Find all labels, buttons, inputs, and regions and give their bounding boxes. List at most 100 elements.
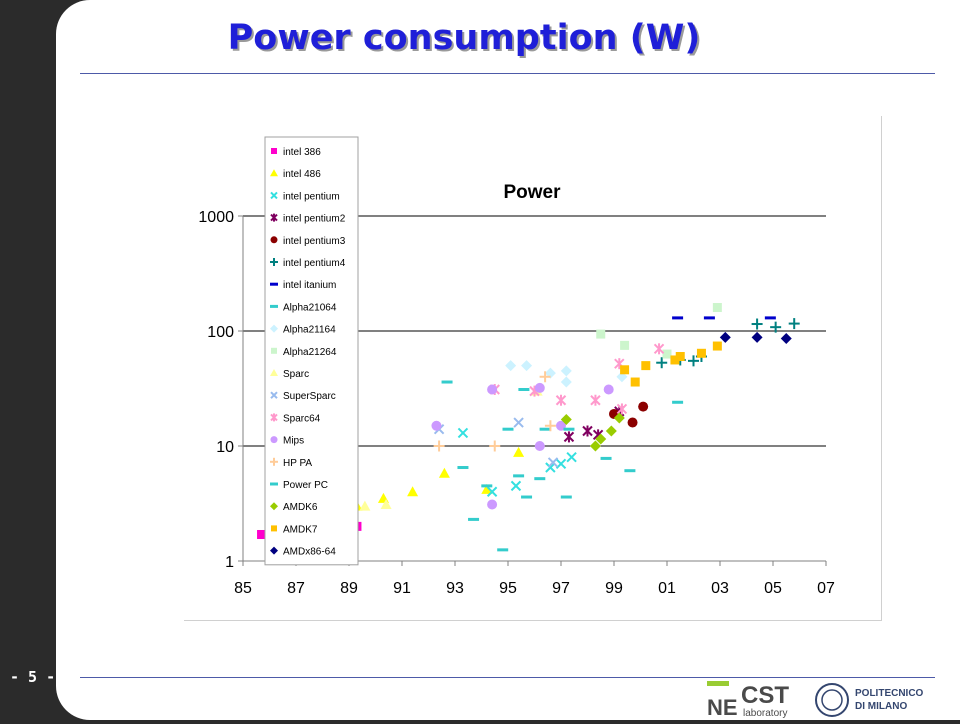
series-14 [433,371,556,452]
point-5-0 [656,357,668,369]
series-8 [505,360,628,388]
legend-label-13: Mips [283,436,304,447]
point-17-5 [696,348,706,358]
necst-logo: NE CST laboratory [705,679,805,720]
point-9-1 [620,340,630,350]
series-4 [609,401,649,428]
x-tick-label-6: 97 [552,580,570,597]
point-16-3 [605,425,617,437]
x-tick-label-2: 89 [340,580,358,597]
series-18 [719,331,792,345]
legend-label-14: HP PA [283,458,312,469]
point-2-2 [510,480,522,492]
polimi-seal-inner [821,689,843,711]
point-5-4 [751,318,763,330]
polimi-logo: POLITECNICO DI MILANO [815,681,945,719]
legend-swatch-6 [270,282,278,286]
point-13-2 [487,499,498,510]
chart-title: Power [503,182,561,203]
legend-swatch-3 [270,213,278,222]
necst-logo-cst: CST [741,682,789,709]
point-14-3 [544,420,556,432]
series-10 [359,385,543,511]
polimi-name-line1: POLITECNICO [855,688,924,699]
point-7-9 [560,495,572,499]
legend-swatch-14 [270,457,278,466]
point-15-2 [563,427,575,431]
y-tick-label-0: 1 [225,554,234,571]
point-6-1 [703,316,715,320]
point-5-6 [788,318,800,330]
point-3-1 [582,425,593,437]
legend-label-4: intel pentium3 [283,236,346,247]
y-tick-label-1: 10 [216,439,234,456]
legend-label-1: intel 486 [283,169,321,180]
necst-logo-graphic: NE CST laboratory [707,681,789,720]
point-9-0 [596,329,606,339]
legend-label-6: intel itanium [283,280,336,291]
legend-swatch-2 [270,191,278,200]
point-17-3 [670,355,680,365]
point-1-4 [481,483,493,494]
point-7-7 [534,477,546,481]
x-tick-label-10: 05 [764,580,782,597]
point-14-1 [489,440,501,452]
legend-swatch-12 [270,413,278,422]
point-17-1 [630,377,640,387]
point-7-12 [672,400,684,404]
point-1-5 [513,446,525,457]
legend-label-7: Alpha21064 [283,302,337,313]
point-7-11 [624,469,636,473]
point-7-0 [441,380,453,384]
legend-swatch-0 [271,148,277,154]
page-number: - 5 - [10,668,56,686]
point-13-4 [534,382,545,393]
point-14-2 [539,371,551,383]
point-13-0 [431,420,442,431]
point-8-3 [560,365,572,377]
legend-label-8: Alpha21164 [283,325,336,336]
point-11-1 [513,417,524,428]
legend-swatch-17 [271,525,277,532]
legend-label-15: Power PC [283,480,328,491]
x-tick-label-4: 93 [446,580,464,597]
point-8-4 [560,376,572,388]
legend-swatch-18 [270,546,278,555]
point-11-2 [547,457,559,468]
legend-label-3: intel pentium2 [283,214,346,225]
point-18-1 [751,331,763,343]
x-tick-label-8: 01 [658,580,676,597]
x-tick-label-1: 87 [287,580,305,597]
point-6-0 [672,316,684,320]
point-13-1 [487,384,498,395]
series-16 [560,412,625,452]
power-scatter-chart: 1 10 100 1000 85 87 89 91 93 95 97 99 01 03 05 07 Power… [198,136,835,597]
necst-logo-bar [707,681,729,686]
necst-logo-sub: laboratory [743,708,787,719]
point-2-0 [457,427,469,439]
polimi-logo-graphic: POLITECNICO DI MILANO [815,683,924,717]
point-6-2 [764,316,776,320]
legend-swatch-7 [270,304,278,308]
x-tick-label-11: 07 [817,580,835,597]
footer-divider [80,677,935,678]
point-12-6 [653,343,665,355]
point-9-3 [712,303,722,313]
legend-swatch-5 [270,258,278,266]
point-13-3 [534,441,545,451]
point-17-6 [712,341,722,351]
necst-logo-ne: NE [707,695,738,719]
point-17-2 [641,361,651,371]
y-tick-label-2: 100 [207,324,234,341]
series-1 [351,446,525,511]
axis-layer: 1 10 100 1000 85 87 89 91 93 95 97 99 01 03 05 07 [198,209,835,597]
legend-swatch-4 [270,236,278,244]
series-7 [441,380,684,552]
legend-label-12: Sparc64 [283,413,321,424]
legend-label-10: Sparc [283,369,309,380]
point-1-3 [438,467,450,478]
legend-label-0: intel 386 [283,147,321,158]
point-2-4 [555,458,567,470]
point-7-4 [502,427,514,431]
point-10-1 [380,498,392,509]
